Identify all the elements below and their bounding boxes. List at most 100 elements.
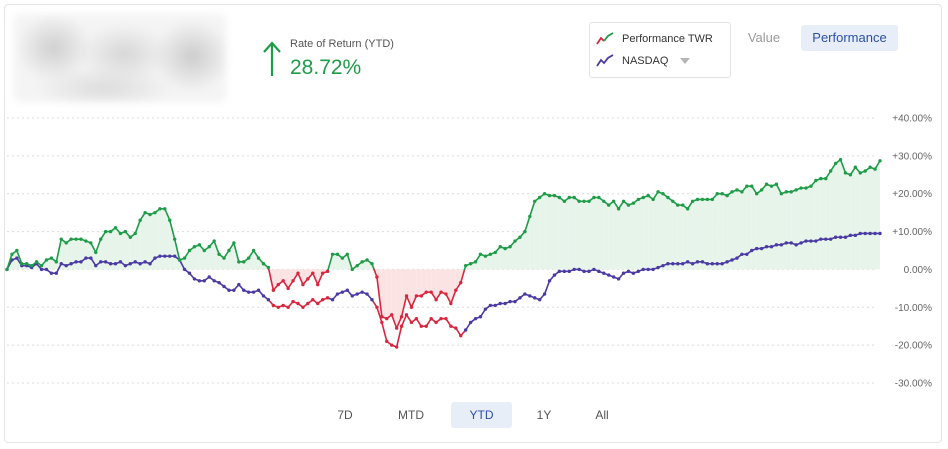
nasdaq-point [54,271,59,275]
performance-point [153,210,157,215]
performance-point [306,277,310,281]
nasdaq-point [508,299,512,304]
performance-point [715,192,719,196]
legend-item-nasdaq[interactable]: NASDAQ [596,52,691,70]
positive-area [569,197,575,270]
nasdaq-point [607,273,611,277]
nasdaq-point [187,271,192,275]
nasdaq-point [513,299,517,304]
legend-item-performance[interactable]: Performance TWR [596,30,713,48]
performance-point [444,292,448,296]
performance-point [621,199,626,203]
rate-of-return-label: Rate of Return (YTD) [290,38,394,50]
positive-area [51,258,57,270]
positive-area [781,191,787,270]
nasdaq-point [256,288,261,292]
negative-area [421,269,427,296]
performance-point [873,167,877,171]
nasdaq-point [419,324,424,328]
nasdaq-point [483,307,488,311]
positive-area [164,208,170,270]
value-toggle-button[interactable]: Value [747,30,781,45]
nasdaq-point [779,243,784,247]
nasdaq-point [661,263,665,268]
nasdaq-point [784,241,788,245]
positive-area [608,201,614,270]
positive-area [519,231,525,270]
nasdaq-point [439,316,443,321]
nasdaq-point [503,301,507,306]
period-7d[interactable]: 7D [337,408,353,422]
chart-legend: Performance TWR NASDAQ [589,22,731,78]
performance-point [74,237,78,241]
performance-point [513,239,517,243]
positive-area [702,199,708,270]
nasdaq-point [597,269,601,274]
performance-toggle-button[interactable]: Performance [801,25,898,51]
positive-area [825,171,831,270]
performance-point [394,326,399,330]
nasdaq-point [745,252,749,256]
nasdaq-line-segment [400,314,408,328]
performance-point [20,262,24,266]
positive-area [589,197,594,270]
performance-point [434,298,438,302]
performance-line-segment [233,242,240,263]
period-mtd[interactable]: MTD [398,408,424,422]
positive-area [820,178,826,270]
positive-area [332,254,338,270]
positive-area [559,197,565,270]
positive-area [658,191,663,270]
nasdaq-point [429,316,433,321]
performance-point [616,207,621,211]
positive-area [579,201,585,270]
nasdaq-point [163,254,167,258]
positive-area [154,208,160,270]
period-1y[interactable]: 1Y [536,408,552,422]
positive-area [593,197,599,270]
performance-point [424,290,428,294]
nasdaq-point [79,260,83,264]
positive-area [80,239,86,270]
positive-area [801,188,807,270]
performance-point [735,188,739,192]
performance-point [503,246,507,251]
performance-point [582,199,586,203]
performance-point [10,252,14,256]
period-all[interactable]: All [595,408,609,422]
period-ytd[interactable]: YTD [451,402,512,428]
nasdaq-point [168,254,172,258]
performance-point [227,248,231,253]
performance-point [399,315,404,319]
positive-area [515,237,520,270]
nasdaq-point [355,292,359,296]
performance-point [266,265,271,270]
nasdaq-point [246,290,251,294]
positive-area [613,201,619,270]
nasdaq-point [833,235,838,239]
performance-point [656,190,660,194]
nasdaq-point [493,303,497,308]
nasdaq-point [271,303,276,308]
performance-point [552,193,557,198]
performance-point [577,199,581,203]
performance-point [730,190,734,194]
nasdaq-point [592,267,596,272]
positive-area [490,252,496,270]
performance-point [518,235,522,239]
nasdaq-line-segment [395,325,403,348]
nasdaq-point [473,316,478,321]
performance-line-segment [376,276,383,318]
positive-area [815,178,821,270]
nasdaq-point [217,280,221,285]
positive-area [194,244,200,270]
performance-point [5,267,9,272]
performance-point [365,258,369,262]
performance-point [843,171,848,175]
chevron-down-icon[interactable] [680,58,691,64]
nasdaq-point [533,296,537,300]
performance-point [784,190,788,194]
performance-point [419,294,424,298]
nasdaq-point [577,267,581,272]
positive-area [850,167,856,270]
